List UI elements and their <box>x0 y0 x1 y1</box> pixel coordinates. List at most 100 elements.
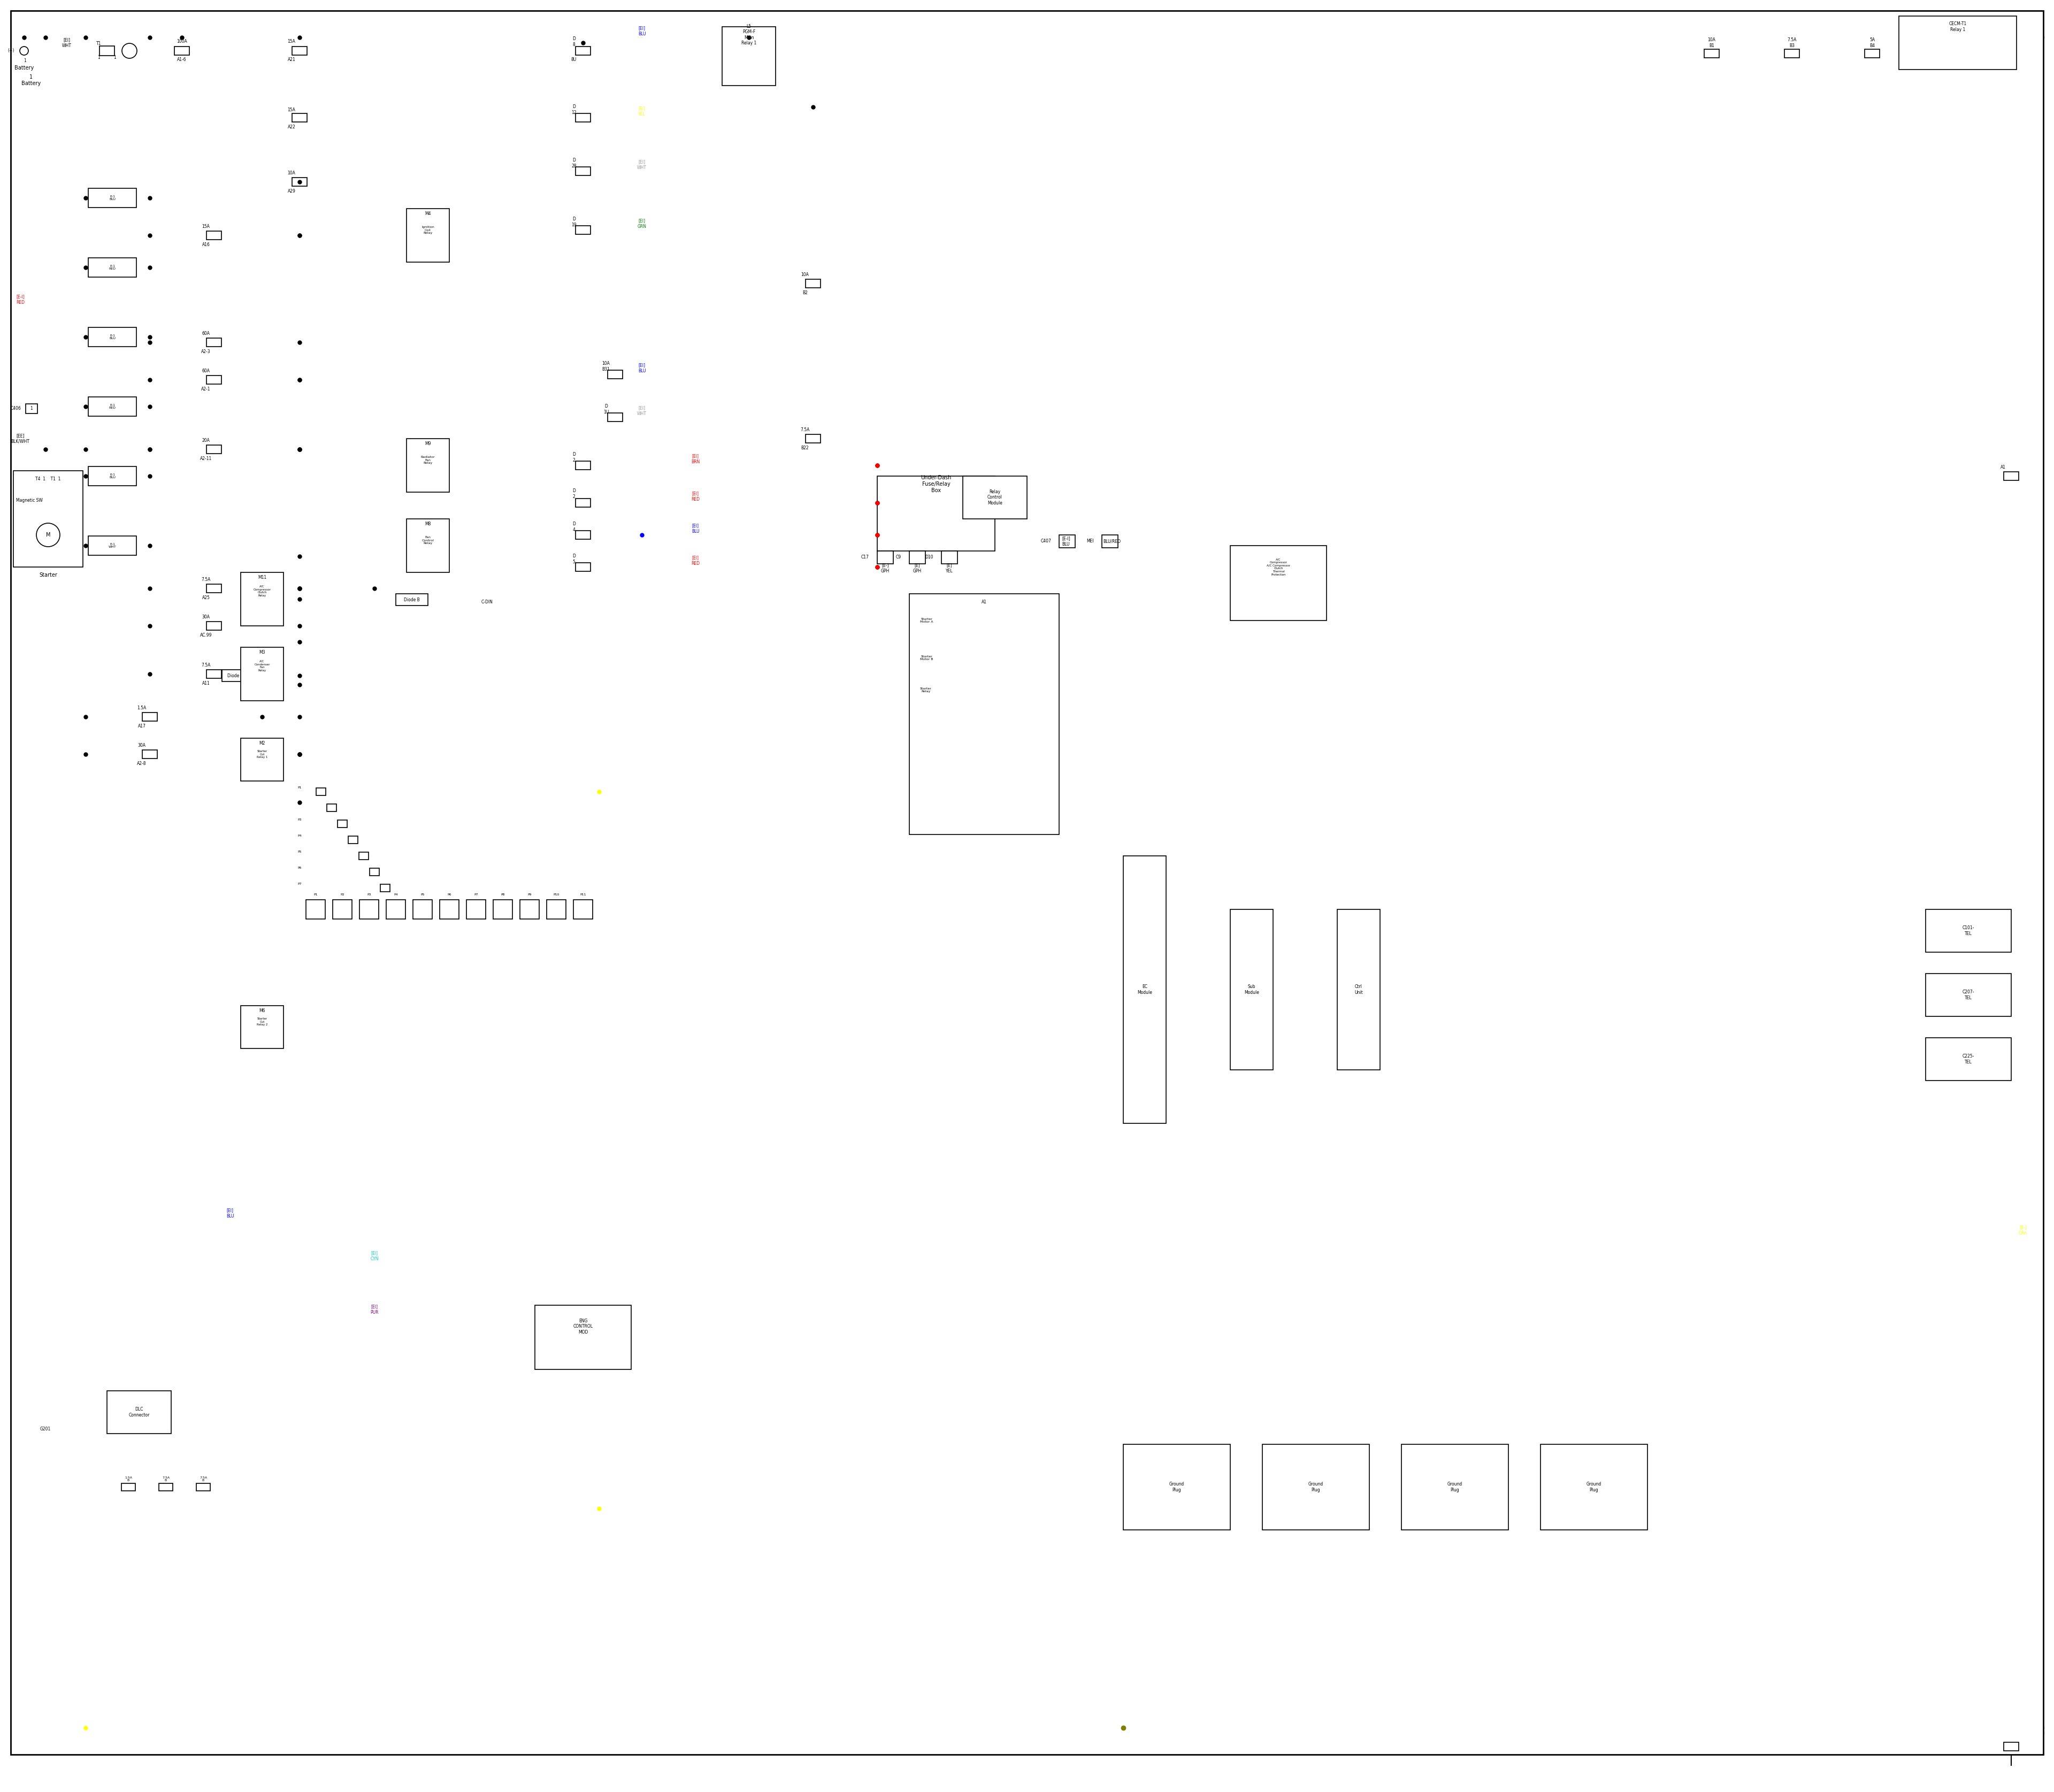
Text: P2: P2 <box>298 803 302 805</box>
Text: 7.5A
B3: 7.5A B3 <box>1787 38 1797 48</box>
Text: Diode 4: Diode 4 <box>228 674 242 677</box>
Text: C407: C407 <box>1041 539 1052 543</box>
Text: B2: B2 <box>803 290 807 296</box>
Text: D
19: D 19 <box>571 217 577 228</box>
Text: Battery: Battery <box>14 65 33 70</box>
Text: C101-
TEL: C101- TEL <box>1962 926 1974 935</box>
Text: 1: 1 <box>25 57 27 63</box>
Text: 30A: 30A <box>138 742 146 747</box>
Text: Starter
Cut
Relay 1: Starter Cut Relay 1 <box>257 749 267 758</box>
Text: 8U: 8U <box>571 57 577 63</box>
Circle shape <box>121 43 138 59</box>
Text: T1: T1 <box>97 41 101 47</box>
Text: [E-I]
RED: [E-I] RED <box>16 294 25 305</box>
Text: 20A: 20A <box>201 437 210 443</box>
Text: BLU/RED: BLU/RED <box>1103 539 1121 543</box>
Text: P7: P7 <box>298 882 302 885</box>
Text: 10A
B1: 10A B1 <box>1707 38 1715 48</box>
Text: A1: A1 <box>2001 464 2007 470</box>
Text: [EI]
WHT: [EI] WHT <box>637 405 647 416</box>
Bar <box>370 867 380 876</box>
Bar <box>380 883 390 892</box>
Bar <box>337 821 347 828</box>
Text: E-1
RED: E-1 RED <box>109 403 115 409</box>
Text: M9: M9 <box>425 441 431 446</box>
Text: [B-]
ORn: [B-] ORn <box>2019 1226 2027 1235</box>
Bar <box>493 900 511 919</box>
Text: Ground
Plug: Ground Plug <box>1448 1482 1462 1493</box>
Bar <box>88 258 136 278</box>
Text: D
2: D 2 <box>573 452 575 462</box>
Text: 1: 1 <box>99 56 101 61</box>
Text: Fan
Control
Relay: Fan Control Relay <box>421 536 433 545</box>
Bar <box>1230 909 1273 1070</box>
Text: L5
PGM-F
Main
Relay 1: L5 PGM-F Main Relay 1 <box>741 23 756 45</box>
Bar <box>292 113 306 122</box>
Text: M8: M8 <box>425 521 431 527</box>
Bar <box>910 593 1060 835</box>
Text: Ground
Plug: Ground Plug <box>1308 1482 1323 1493</box>
Text: Starter
Motor A: Starter Motor A <box>920 618 933 624</box>
Text: B22: B22 <box>801 446 809 450</box>
Bar <box>121 1484 136 1491</box>
Bar <box>2005 1742 2019 1751</box>
Text: P6: P6 <box>448 892 452 896</box>
Text: [EI]
YEL: [EI] YEL <box>639 106 645 116</box>
Text: 60A: 60A <box>201 332 210 335</box>
Bar <box>575 167 592 176</box>
Text: E-1
BLU: E-1 BLU <box>109 195 115 201</box>
Text: 7.5A
B: 7.5A B <box>162 1477 170 1482</box>
Text: Ctrl
Unit: Ctrl Unit <box>1354 984 1364 995</box>
Text: 7.5A: 7.5A <box>201 577 212 582</box>
Text: C406: C406 <box>10 405 21 410</box>
Bar <box>240 572 283 625</box>
Text: [E]
GPH: [E] GPH <box>912 563 922 573</box>
Text: D10: D10 <box>924 556 933 559</box>
Text: CECM-T1
Relay 1: CECM-T1 Relay 1 <box>1949 22 1966 32</box>
Bar <box>1060 536 1074 548</box>
Text: [EI]
PUR: [EI] PUR <box>370 1305 378 1315</box>
Bar <box>1230 545 1327 620</box>
Bar <box>575 113 592 122</box>
Text: Starter: Starter <box>39 572 58 577</box>
Text: D
1U: D 1U <box>604 403 608 414</box>
Bar <box>207 376 222 383</box>
Text: [EI]
WHT: [EI] WHT <box>62 38 72 48</box>
Text: P2: P2 <box>341 892 345 896</box>
Text: P3: P3 <box>298 819 302 821</box>
Text: Starter
Relay: Starter Relay <box>920 686 933 694</box>
Text: [EI]
CYN: [EI] CYN <box>370 1251 378 1262</box>
Bar <box>1124 1444 1230 1530</box>
Text: 15A: 15A <box>288 108 296 113</box>
Text: P8: P8 <box>501 892 505 896</box>
Text: P11: P11 <box>579 892 585 896</box>
Bar <box>910 550 926 564</box>
Text: D
2: D 2 <box>573 489 575 498</box>
Bar <box>723 27 776 86</box>
Bar <box>14 471 82 566</box>
Text: [E]
YEL: [E] YEL <box>945 563 953 573</box>
Text: Ground
Plug: Ground Plug <box>1586 1482 1602 1493</box>
Text: Ground
Plug: Ground Plug <box>1169 1482 1185 1493</box>
Bar <box>407 208 450 262</box>
Text: A2-3: A2-3 <box>201 349 212 355</box>
Bar <box>1263 1444 1370 1530</box>
Bar <box>573 900 594 919</box>
Bar <box>292 47 306 56</box>
Bar <box>25 403 37 414</box>
Text: Radiator
Fan
Relay: Radiator Fan Relay <box>421 455 435 464</box>
Text: 1: 1 <box>31 405 33 410</box>
Bar <box>520 900 538 919</box>
Text: 10A: 10A <box>801 272 809 276</box>
Bar <box>88 536 136 556</box>
Bar <box>107 1391 170 1434</box>
Text: A11: A11 <box>201 681 210 686</box>
Text: [E-]
GPH: [E-] GPH <box>881 563 889 573</box>
Bar <box>575 530 592 539</box>
Bar <box>142 713 158 720</box>
Bar <box>1101 536 1117 548</box>
Bar <box>175 47 189 56</box>
Bar <box>1898 16 2017 70</box>
Text: M2: M2 <box>259 742 265 745</box>
Bar <box>207 231 222 240</box>
